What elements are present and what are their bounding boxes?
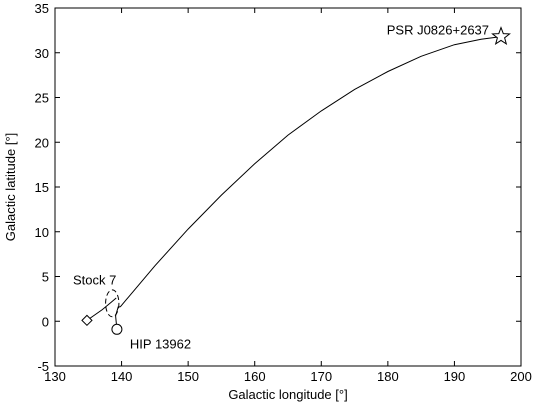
x-tick-label: 140 bbox=[111, 369, 133, 384]
y-tick-label: 30 bbox=[35, 46, 49, 61]
x-tick-label: 200 bbox=[510, 369, 532, 384]
label-stock-7: Stock 7 bbox=[73, 272, 116, 287]
circle-marker bbox=[111, 323, 123, 335]
y-tick-label: 0 bbox=[42, 314, 49, 329]
y-tick-label: 35 bbox=[35, 1, 49, 16]
y-tick-label: 5 bbox=[42, 270, 49, 285]
trajectories bbox=[86, 36, 502, 330]
label-psr: PSR J0826+2637 bbox=[387, 23, 489, 38]
encounter-region bbox=[105, 289, 120, 318]
x-tick-label: 160 bbox=[244, 369, 266, 384]
hip-13962-trajectory bbox=[115, 306, 121, 330]
y-tick-label: 20 bbox=[35, 135, 49, 150]
diamond-marker bbox=[81, 314, 93, 327]
x-tick-label: 130 bbox=[44, 369, 66, 384]
stock-7-trajectory bbox=[86, 297, 117, 321]
object-markers bbox=[81, 26, 511, 335]
y-tick-label: 15 bbox=[35, 180, 49, 195]
x-axis-label: Galactic longitude [°] bbox=[228, 387, 347, 402]
object-labels: PSR J0826+2637 Stock 7 HIP 13962 bbox=[73, 23, 489, 352]
label-hip-13962: HIP 13962 bbox=[130, 336, 191, 351]
plot-frame bbox=[54, 7, 522, 367]
x-tick-label: 180 bbox=[377, 369, 399, 384]
x-tick-label: 190 bbox=[444, 369, 466, 384]
y-tick-label: -5 bbox=[37, 359, 49, 374]
pulsar-trajectory bbox=[119, 36, 502, 308]
x-tick-label: 150 bbox=[177, 369, 199, 384]
y-tick-label: 25 bbox=[35, 91, 49, 106]
y-tick-label: 10 bbox=[35, 225, 49, 240]
y-axis-label: Galactic latitude [°] bbox=[3, 133, 18, 242]
x-tick-labels: 130 140 150 160 170 180 190 200 bbox=[44, 369, 532, 384]
y-tick-labels: -5 0 5 10 15 20 25 30 35 bbox=[35, 1, 49, 374]
star-marker bbox=[491, 26, 511, 46]
axis-ticks bbox=[54, 7, 522, 367]
x-tick-label: 170 bbox=[310, 369, 332, 384]
